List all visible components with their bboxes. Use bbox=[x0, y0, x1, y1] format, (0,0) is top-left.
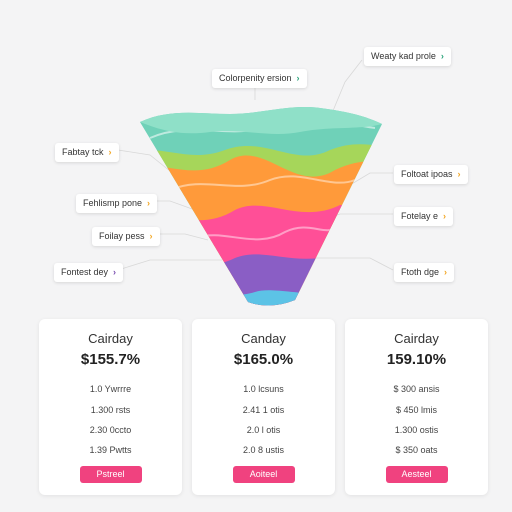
connector-right-1 bbox=[349, 172, 393, 186]
chevron-right-icon: › bbox=[457, 169, 461, 179]
callout-top-right: Weaty kad prole › bbox=[364, 47, 451, 66]
card-action-button[interactable]: Pstreel bbox=[79, 466, 142, 483]
card-row: $ 450 lmis bbox=[395, 405, 438, 415]
callout-left-2: Fehlismp pone › bbox=[76, 194, 158, 213]
card-row: $ 350 oats bbox=[395, 445, 438, 455]
connector-left-3 bbox=[150, 233, 209, 241]
card-title: Cairday bbox=[88, 331, 133, 346]
chevron-right-icon: › bbox=[113, 267, 117, 277]
card-value: $155.7% bbox=[80, 351, 141, 368]
card-value: $165.0% bbox=[233, 351, 294, 368]
chevron-right-icon: › bbox=[108, 147, 112, 157]
card-title: Canday bbox=[241, 331, 286, 346]
connector-top-right bbox=[329, 59, 363, 119]
callout-label: Foltoat ipoas bbox=[401, 169, 453, 179]
connector-left-1 bbox=[117, 149, 176, 176]
summary-card-1: Cairday $155.7% 1.0 Ywrrre 1.300 rsts 2.… bbox=[39, 319, 182, 495]
card-row: 2.30 0ccto bbox=[89, 425, 132, 435]
card-row: 2.0 8 ustis bbox=[242, 445, 285, 455]
card-row: $ 300 ansis bbox=[393, 384, 440, 394]
callout-label: Fontest dey bbox=[61, 267, 109, 277]
callout-label: Fotelay e bbox=[401, 211, 439, 221]
callout-label: Colorpenity ersion bbox=[219, 73, 292, 83]
summary-card-3: Cairday 159.10% $ 300 ansis $ 450 lmis 1… bbox=[345, 319, 488, 495]
chevron-right-icon: › bbox=[440, 51, 444, 61]
connector-right-3 bbox=[300, 257, 394, 271]
chevron-right-icon: › bbox=[444, 267, 448, 277]
chevron-right-icon: › bbox=[296, 73, 300, 83]
summary-card-2: Canday $165.0% 1.0 lcsuns 2.41 1 otis 2.… bbox=[192, 319, 335, 495]
card-row: 1.0 lcsuns bbox=[243, 384, 284, 394]
callout-left-3: Foilay pess › bbox=[92, 227, 160, 246]
card-row: 2.0 l otis bbox=[246, 425, 281, 435]
chevron-right-icon: › bbox=[149, 231, 153, 241]
callout-right-1: Foltoat ipoas › bbox=[394, 165, 468, 184]
card-row: 1.39 Pwtts bbox=[89, 445, 132, 455]
card-value: 159.10% bbox=[386, 351, 447, 368]
card-row: 2.41 1 otis bbox=[242, 405, 285, 415]
connector-left-4 bbox=[117, 259, 222, 271]
chevron-right-icon: › bbox=[443, 211, 447, 221]
callout-label: Fehlismp pone bbox=[83, 198, 143, 208]
card-title: Cairday bbox=[394, 331, 439, 346]
card-action-button[interactable]: Aoiteel bbox=[232, 466, 295, 483]
callout-left-1: Fabtay tck › bbox=[55, 143, 119, 162]
callout-right-3: Ftoth dge › bbox=[394, 263, 455, 282]
callout-label: Weaty kad prole bbox=[371, 51, 436, 61]
callout-label: Foilay pess bbox=[99, 231, 145, 241]
card-row: 1.300 rsts bbox=[90, 405, 131, 415]
callout-label: Ftoth dge bbox=[401, 267, 440, 277]
card-action-button[interactable]: Aesteel bbox=[385, 466, 448, 483]
callout-label: Fabtay tck bbox=[62, 147, 104, 157]
callout-left-4: Fontest dey › bbox=[54, 263, 124, 282]
card-row: 1.0 Ywrrre bbox=[89, 384, 132, 394]
chevron-right-icon: › bbox=[147, 198, 151, 208]
card-row: 1.300 ostis bbox=[394, 425, 439, 435]
callout-top-center: Colorpenity ersion › bbox=[212, 69, 307, 88]
callout-right-2: Fotelay e › bbox=[394, 207, 454, 226]
